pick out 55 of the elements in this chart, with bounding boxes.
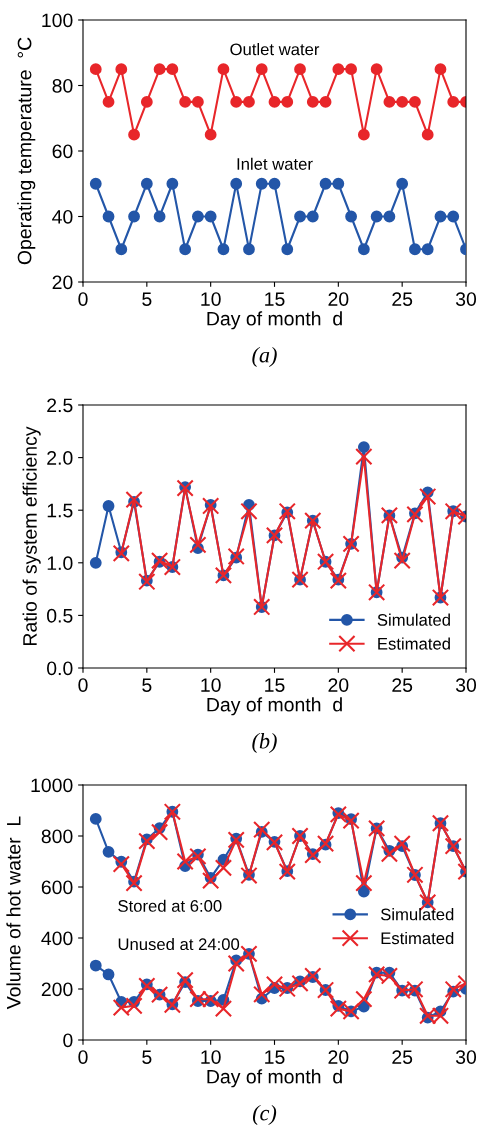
x-tick-label: 10 [201,292,221,306]
y-tick-label: 2.5 [47,398,73,413]
text: (b) [252,732,277,754]
legend-label: Estimated [381,931,454,945]
x-axis-title: Day of month d [207,1069,342,1088]
x-tick-label: 30 [455,292,477,306]
annotation: Stored at 6:00 [118,899,222,912]
y-tick-label: 80 [52,78,73,93]
series-label: Inlet water [237,157,313,170]
x-tick-label: 30 [455,678,477,692]
x-axis-title: Day of month d [207,311,342,330]
y-axis-title: Ratio of system efficiency [22,426,41,645]
y-tick-label: 1000 [31,778,73,793]
x-tick-label: 5 [142,1050,152,1064]
x-tick-label: 5 [142,678,152,692]
legend-label: Estimated [378,637,450,650]
y-tick-label: 800 [41,829,73,844]
text: (a) [252,346,277,368]
y-tick-label: 2.0 [47,451,73,465]
y-tick-label: 0 [63,1033,73,1048]
y-tick-label: 0.5 [47,608,73,623]
y-tick-label: 200 [41,982,73,997]
x-tick-label: 15 [265,292,285,306]
y-tick-label: 1.0 [47,556,73,571]
x-tick-label: 25 [392,678,413,692]
y-tick-label: 400 [41,931,73,946]
x-tick-label: 20 [328,678,349,692]
x-tick-label: 5 [142,292,152,306]
x-tick-label: 20 [328,292,349,306]
legend-label: Simulated [380,908,454,921]
x-tick-label: 10 [201,1050,221,1064]
x-tick-label: 20 [328,1050,349,1064]
x-tick-label: 10 [201,678,221,692]
x-tick-label: 30 [455,1050,477,1064]
x-tick-label: 0 [78,1050,88,1064]
x-tick-label: 15 [265,678,285,692]
y-axis-title: Volume of hot water L [6,816,21,1010]
x-tick-label: 25 [392,292,413,306]
annotation: Unused at 24:00 [118,937,240,951]
y-tick-label: 40 [52,209,73,224]
y-tick-label: 600 [41,880,73,895]
y-tick-label: 100 [42,13,73,28]
x-tick-label: 15 [265,1050,285,1064]
legend-label: Simulated [377,613,450,626]
x-axis-title: Day of month d [207,697,342,716]
x-tick-label: 25 [392,1050,413,1064]
y-tick-label: 0.0 [47,661,73,676]
text: (c) [252,1104,277,1126]
y-tick-label: 60 [52,144,73,159]
y-tick-label: 20 [52,275,73,290]
y-tick-label: 1.5 [47,503,73,518]
x-tick-label: 0 [78,292,88,306]
x-tick-label: 0 [78,678,88,692]
y-axis-title: Operating temperature °C [17,37,36,265]
series-label: Outlet water [230,43,320,56]
